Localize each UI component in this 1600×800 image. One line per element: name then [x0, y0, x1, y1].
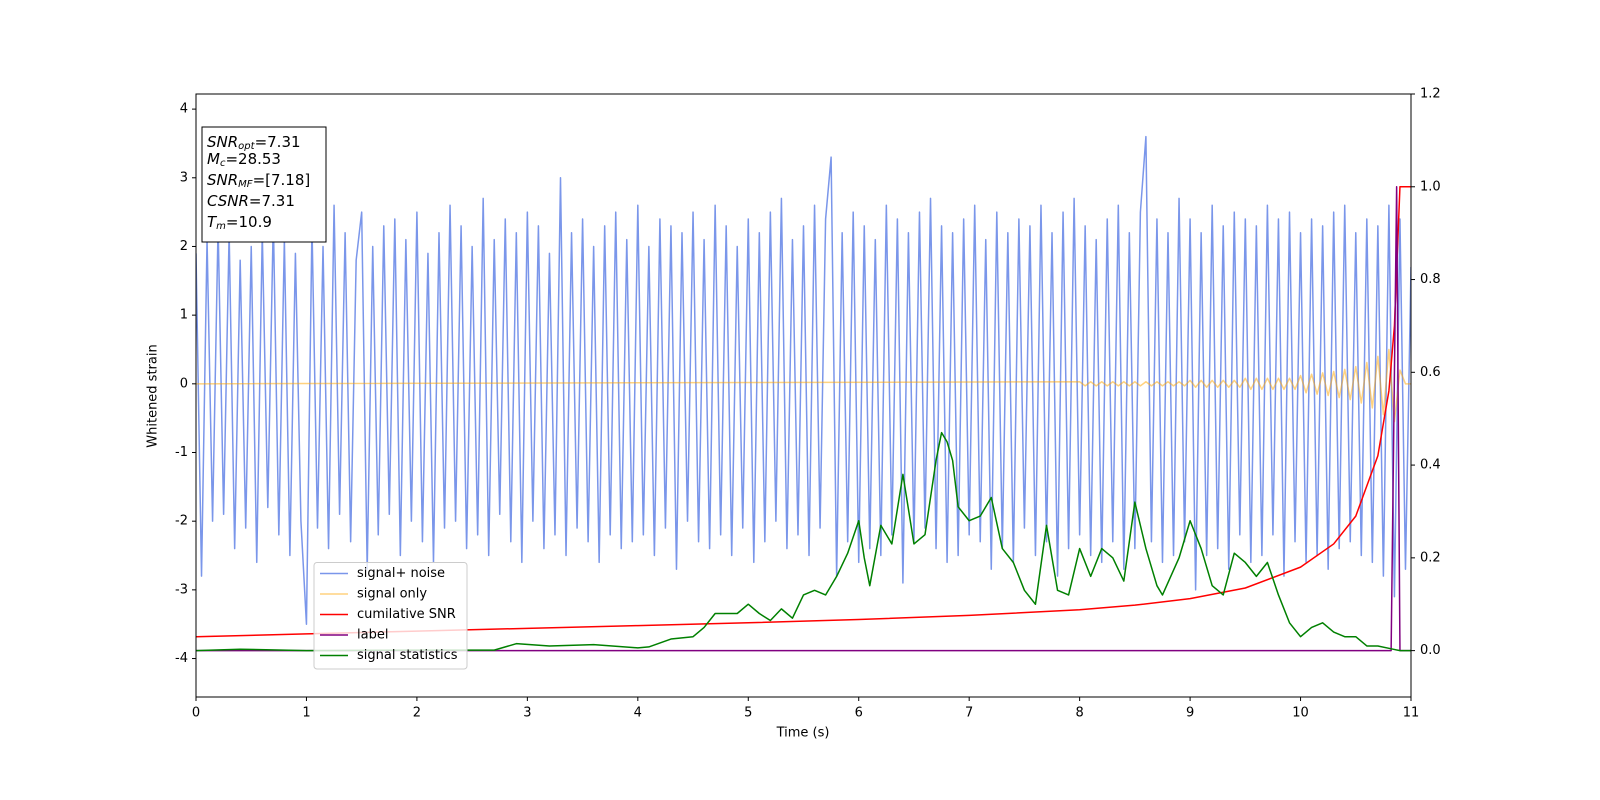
y-tick-label: 1 — [180, 308, 188, 323]
x-tick-label: 3 — [523, 706, 531, 721]
stats-line: CSNR=7.31 — [207, 192, 295, 210]
x-tick-label: 9 — [1186, 706, 1194, 721]
y-tick-label: -3 — [175, 582, 188, 597]
x-tick-label: 7 — [965, 706, 973, 721]
axes-frame — [195, 93, 1412, 698]
stats-part: =10.9 — [226, 213, 272, 231]
series-line — [196, 186, 1411, 638]
stats-part: opt — [238, 141, 255, 152]
legend-box — [313, 562, 468, 670]
y-tick-label: -4 — [175, 651, 188, 666]
x-tick-label: 1 — [302, 706, 310, 721]
stats-part: m — [216, 221, 226, 232]
stats-line: Tm=10.9 — [207, 213, 272, 233]
stats-frame — [201, 126, 327, 243]
series-line — [196, 348, 1411, 423]
stats-part: =7.31 — [249, 192, 295, 210]
stats-part: =[7.18] — [253, 171, 311, 189]
stats-part: M — [207, 150, 220, 168]
y-tick-label: 0 — [180, 376, 188, 391]
series-line — [196, 431, 1411, 652]
x-tick-label: 0 — [192, 706, 200, 721]
stats-part: c — [220, 158, 226, 169]
stats-box: SNRopt=7.31Mc=28.53SNRMF=[7.18]CSNR=7.31… — [201, 126, 327, 243]
stats-part: T — [207, 213, 218, 231]
y2-tick-label: 0.6 — [1420, 365, 1441, 380]
y-tick-label: 2 — [180, 239, 188, 254]
legend-label: cumilative SNR — [357, 607, 456, 622]
legend: signal+ noise signal only cumilative SNR la… — [313, 562, 468, 670]
stats-line: SNRMF=[7.18] — [207, 171, 310, 191]
series-line — [196, 135, 1411, 625]
y2-tick-label: 0.2 — [1420, 550, 1441, 565]
stats-line: Mc=28.53 — [207, 150, 281, 170]
y-tick-label: 4 — [180, 102, 188, 117]
legend-label: signal only — [357, 587, 427, 602]
x-tick-label: 11 — [1403, 706, 1420, 721]
x-axis-label: Time (s) — [776, 726, 830, 741]
x-tick-label: 6 — [855, 706, 863, 721]
plot-area — [196, 135, 1411, 652]
y2-tick-label: 0.4 — [1420, 458, 1441, 473]
y2-tick-label: 1.0 — [1420, 179, 1441, 194]
stats-part: MF — [238, 179, 253, 190]
legend-label: signal statistics — [357, 648, 458, 663]
y-axis-label: Whitened strain — [146, 344, 161, 447]
legend-label: label — [357, 628, 388, 643]
y2-tick-label: 1.2 — [1420, 87, 1441, 102]
stats-part: =28.53 — [225, 150, 281, 168]
x-tick-label: 2 — [413, 706, 421, 721]
y-tick-label: -2 — [175, 514, 188, 529]
y-tick-label: -1 — [175, 445, 188, 460]
stats-part: SNR — [207, 171, 238, 189]
y-tick-label: 3 — [180, 170, 188, 185]
stats-part: =7.31 — [255, 133, 301, 151]
y2-tick-label: 0.8 — [1420, 272, 1441, 287]
stats-part: CSNR — [207, 192, 249, 210]
stats-part: SNR — [207, 133, 238, 151]
x-tick-label: 4 — [634, 706, 642, 721]
x-tick-label: 10 — [1292, 706, 1309, 721]
x-tick-label: 8 — [1075, 706, 1083, 721]
y2-tick-label: 0.0 — [1420, 643, 1441, 658]
stats-line: SNRopt=7.31 — [207, 133, 301, 153]
x-tick-label: 5 — [744, 706, 752, 721]
legend-label: signal+ noise — [357, 566, 445, 581]
